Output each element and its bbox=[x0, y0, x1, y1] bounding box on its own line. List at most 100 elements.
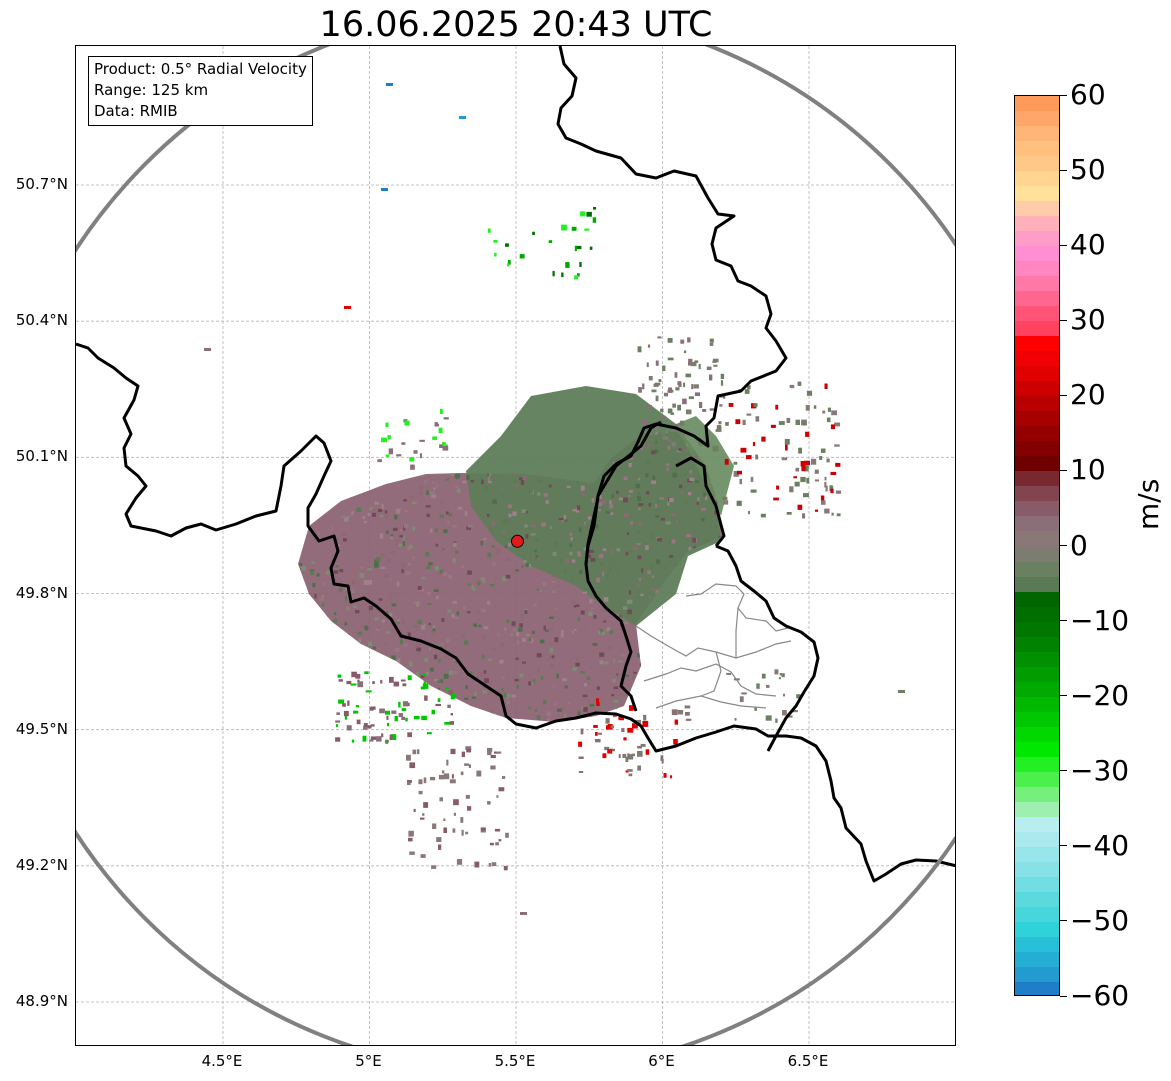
echo-pixel bbox=[344, 714, 347, 720]
velocity-pixel bbox=[734, 580, 738, 582]
velocity-pixel bbox=[506, 377, 509, 382]
velocity-pixel bbox=[556, 708, 562, 712]
echo-pixel bbox=[364, 671, 369, 675]
velocity-pixel bbox=[370, 388, 375, 393]
velocity-pixel bbox=[524, 610, 528, 614]
velocity-pixel bbox=[325, 492, 329, 497]
echo-pixel bbox=[779, 673, 782, 676]
velocity-pixel bbox=[688, 699, 693, 704]
velocity-pixel bbox=[305, 704, 310, 709]
velocity-pixel bbox=[703, 492, 706, 497]
velocity-pixel bbox=[380, 514, 384, 518]
velocity-pixel bbox=[569, 724, 573, 728]
velocity-pixel bbox=[665, 463, 670, 466]
velocity-pixel bbox=[446, 397, 451, 399]
colorbar-tick-label: −40 bbox=[1070, 828, 1130, 862]
velocity-pixel bbox=[554, 637, 559, 643]
velocity-pixel bbox=[648, 622, 651, 628]
velocity-pixel bbox=[447, 609, 451, 613]
velocity-pixel bbox=[331, 527, 334, 531]
velocity-pixel bbox=[675, 391, 680, 393]
lon-tick-label: 6.5°E bbox=[787, 1052, 829, 1070]
colorbar-swatch bbox=[1015, 291, 1059, 307]
echo-pixel bbox=[658, 379, 662, 383]
velocity-pixel bbox=[554, 703, 557, 706]
velocity-pixel bbox=[446, 511, 449, 515]
velocity-pixel bbox=[354, 698, 358, 702]
velocity-pixel bbox=[434, 566, 439, 571]
velocity-pixel bbox=[351, 511, 354, 516]
velocity-pixel bbox=[432, 481, 435, 484]
colorbar-tick-label: 60 bbox=[1070, 78, 1106, 111]
velocity-pixel bbox=[519, 623, 523, 628]
echo-pixel bbox=[632, 723, 638, 729]
echo-pixel bbox=[715, 429, 722, 432]
velocity-pixel bbox=[428, 432, 431, 438]
velocity-pixel bbox=[467, 611, 471, 614]
velocity-pixel bbox=[489, 473, 492, 477]
velocity-pixel bbox=[440, 679, 443, 683]
velocity-pixel bbox=[305, 635, 310, 639]
velocity-pixel bbox=[686, 534, 691, 538]
velocity-pixel bbox=[334, 612, 337, 616]
echo-pixel bbox=[575, 245, 582, 250]
radar-map[interactable] bbox=[75, 45, 956, 1046]
echo-pixel bbox=[800, 461, 805, 467]
colorbar-swatch bbox=[1015, 366, 1059, 382]
velocity-pixel bbox=[731, 694, 736, 697]
velocity-pixel bbox=[560, 377, 565, 380]
velocity-pixel bbox=[532, 630, 535, 634]
echo-pixel bbox=[412, 749, 417, 755]
velocity-pixel bbox=[484, 723, 488, 726]
echo-pixel bbox=[747, 385, 751, 390]
range-label: Range: 125 km bbox=[94, 81, 209, 99]
velocity-pixel bbox=[665, 521, 671, 525]
velocity-pixel bbox=[483, 670, 487, 674]
velocity-pixel bbox=[709, 654, 715, 659]
velocity-pixel bbox=[307, 616, 312, 620]
echo-pixel bbox=[351, 671, 357, 678]
velocity-pixel bbox=[703, 404, 707, 409]
velocity-pixel bbox=[522, 661, 526, 664]
velocity-pixel bbox=[590, 558, 596, 562]
echo-pixel bbox=[356, 719, 361, 725]
velocity-pixel bbox=[312, 583, 316, 588]
velocity-pixel bbox=[288, 382, 291, 385]
data-source-label: Data: RMIB bbox=[94, 102, 178, 120]
velocity-pixel bbox=[719, 557, 724, 563]
velocity-pixel bbox=[351, 400, 356, 404]
velocity-pixel bbox=[572, 715, 576, 719]
echo-pixel bbox=[439, 797, 443, 802]
velocity-pixel bbox=[706, 389, 710, 392]
velocity-pixel bbox=[726, 661, 730, 666]
echo-pixel bbox=[637, 750, 643, 757]
velocity-pixel bbox=[403, 499, 407, 502]
lat-tick-label: 49.8°N bbox=[15, 583, 68, 602]
velocity-pixel bbox=[451, 391, 455, 395]
echo-pixel bbox=[450, 693, 456, 700]
radar-site-marker[interactable] bbox=[510, 534, 524, 548]
velocity-pixel bbox=[525, 534, 529, 539]
echo-pixel bbox=[647, 344, 651, 348]
velocity-pixel bbox=[352, 654, 358, 659]
velocity-pixel bbox=[313, 610, 317, 613]
velocity-pixel bbox=[400, 692, 404, 696]
velocity-pixel bbox=[439, 569, 444, 574]
colorbar-tick bbox=[1060, 319, 1067, 321]
echo-pixel bbox=[770, 424, 776, 428]
colorbar-swatch bbox=[1015, 816, 1059, 833]
velocity-pixel bbox=[600, 563, 605, 566]
velocity-pixel bbox=[323, 507, 326, 512]
echo-pixel bbox=[593, 207, 597, 210]
echo-pixel bbox=[502, 776, 506, 779]
velocity-pixel bbox=[692, 537, 696, 543]
velocity-pixel bbox=[425, 551, 430, 557]
velocity-pixel bbox=[599, 660, 604, 665]
velocity-pixel bbox=[341, 464, 344, 469]
velocity-pixel bbox=[411, 421, 416, 424]
echo-pixel bbox=[739, 696, 744, 703]
echo-pixel bbox=[690, 361, 697, 367]
velocity-pixel bbox=[576, 604, 580, 607]
velocity-pixel bbox=[662, 613, 667, 616]
velocity-pixel bbox=[516, 640, 520, 645]
